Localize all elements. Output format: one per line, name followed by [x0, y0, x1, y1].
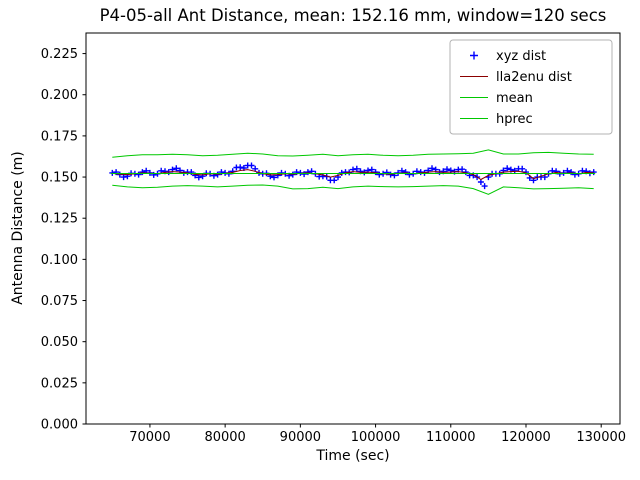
y-axis-label: Antenna Distance (m): [10, 151, 26, 305]
chart-title: P4-05-all Ant Distance, mean: 152.16 mm,…: [100, 6, 607, 25]
y-tick-label: 0.200: [41, 88, 78, 103]
y-tick-label: 0.175: [41, 129, 78, 144]
legend-label: mean: [496, 91, 533, 106]
x-tick-label: 110000: [426, 430, 476, 445]
y-tick-label: 0.025: [41, 376, 78, 391]
legend: xyz dist lla2enu dist mean hprec: [449, 39, 613, 135]
y-tick-label: 0.000: [41, 418, 78, 433]
legend-label: hprec: [496, 112, 533, 127]
x-tick-label: 120000: [501, 430, 551, 445]
plot-area: 70000 80000 90000 100000 110000 120000 130000 0…: [41, 32, 626, 445]
axes-frame: [85, 32, 621, 425]
series-hprec: [112, 149, 594, 158]
legend-label: lla2enu dist: [496, 70, 572, 85]
legend-box: [449, 39, 613, 135]
legend-marker-plus: [470, 51, 478, 60]
y-tick-label: 0.125: [41, 212, 78, 227]
y-tick-label: 0.100: [41, 253, 78, 268]
x-tick-label: 80000: [204, 430, 245, 445]
x-tick-label: 100000: [351, 430, 401, 445]
legend-label: xyz dist: [496, 49, 546, 64]
x-tick-label: 90000: [280, 430, 321, 445]
x-tick-label: 130000: [576, 430, 626, 445]
x-axis-label: Time (sec): [315, 448, 389, 464]
y-tick-label: 0.050: [41, 335, 78, 350]
y-tick-label: 0.075: [41, 294, 78, 309]
series-xyz-dist: [109, 162, 597, 190]
y-tick-label: 0.225: [41, 47, 78, 62]
x-tick-label: 70000: [129, 430, 170, 445]
series-hprec-lower-bound: [112, 184, 594, 195]
y-tick-label: 0.150: [41, 171, 78, 186]
